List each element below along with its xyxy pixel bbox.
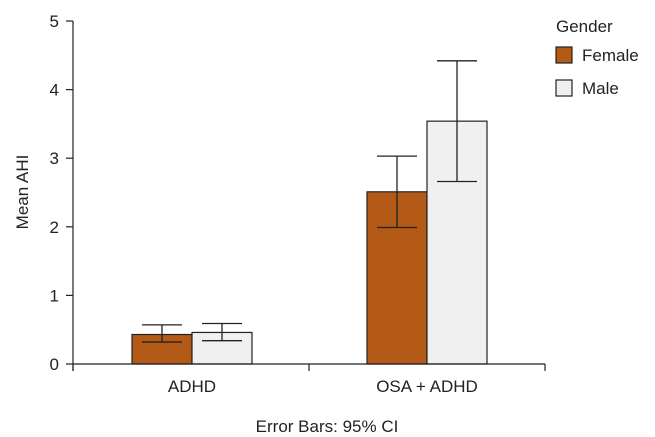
legend-swatch-male [555,79,573,97]
x-tick-label: OSA + ADHD [376,377,478,396]
legend-swatch-female [555,46,573,64]
y-ticks-group: 0 1 2 3 4 5 [50,12,73,374]
y-tick-label: 1 [50,286,59,305]
bars-group [131,120,488,365]
y-tick-label: 5 [50,12,59,31]
y-tick-label: 3 [50,149,59,168]
y-tick-label: 2 [50,218,59,237]
legend-title: Gender [556,17,613,36]
legend-label-male: Male [582,79,619,98]
x-tick-label: ADHD [168,377,216,396]
legend: Gender Female Male [555,17,639,98]
y-tick-label: 0 [50,355,59,374]
y-axis-label: Mean AHI [13,155,32,230]
error-bars-group [142,60,477,343]
legend-label-female: Female [582,46,639,65]
x-ticks-group: ADHD OSA + ADHD [72,364,546,396]
y-tick-label: 4 [50,81,59,100]
error-bars-caption: Error Bars: 95% CI [256,417,399,436]
